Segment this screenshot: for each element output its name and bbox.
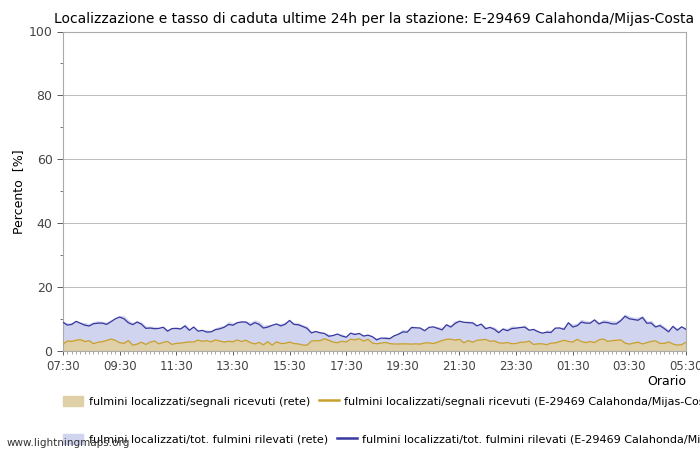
Y-axis label: Percento  [%]: Percento [%] [11, 149, 25, 234]
Text: Orario: Orario [647, 375, 686, 388]
Text: www.lightningmaps.org: www.lightningmaps.org [7, 438, 130, 448]
Legend: fulmini localizzati/tot. fulmini rilevati (rete), fulmini localizzati/tot. fulmi: fulmini localizzati/tot. fulmini rilevat… [63, 434, 700, 445]
Title: Localizzazione e tasso di caduta ultime 24h per la stazione: E-29469 Calahonda/M: Localizzazione e tasso di caduta ultime … [55, 12, 694, 26]
